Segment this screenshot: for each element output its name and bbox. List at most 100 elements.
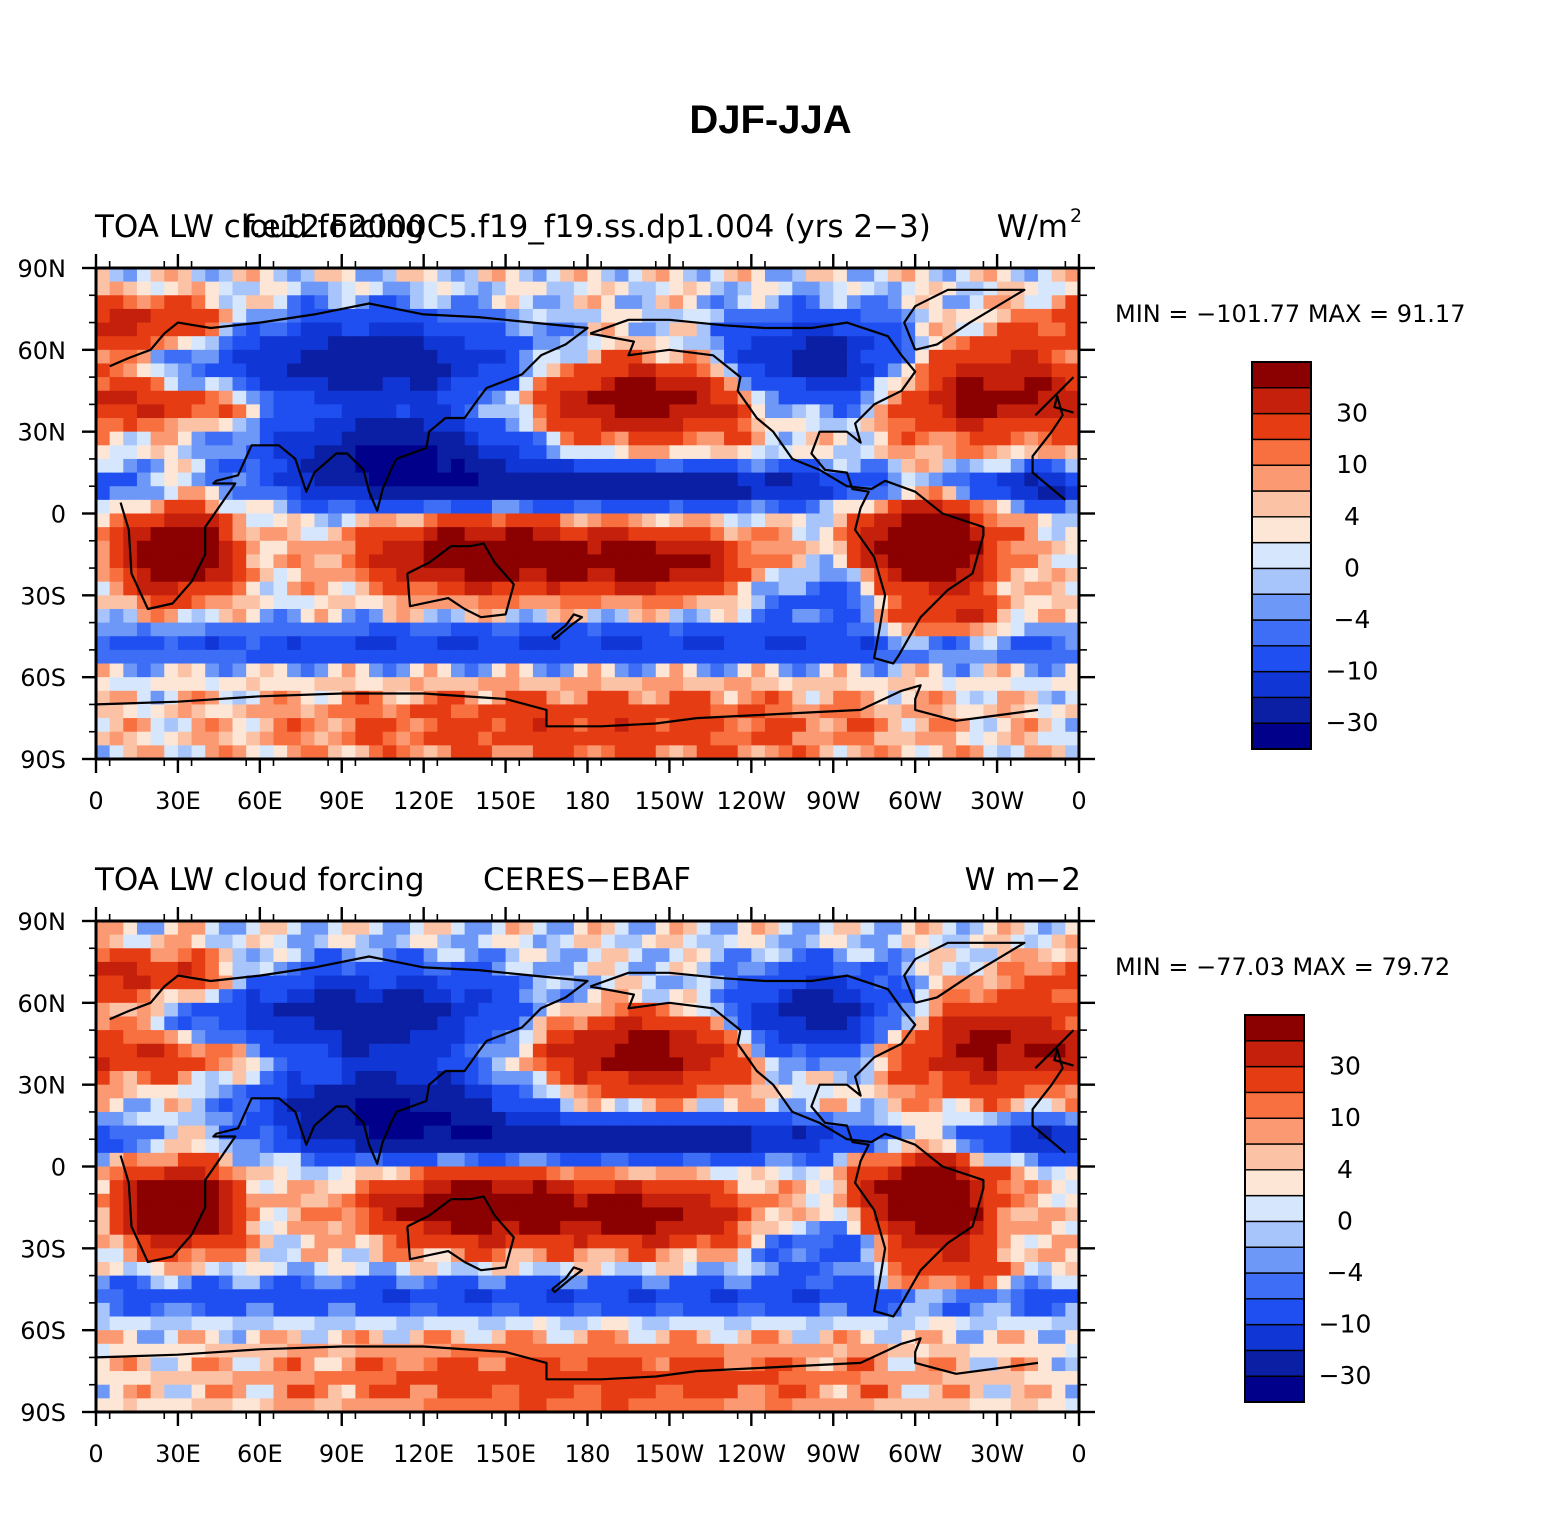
field-cell [928,1166,944,1181]
field-cell [860,731,875,746]
field-cell [915,1234,930,1249]
field-cell [205,1261,220,1277]
field-cell [928,431,944,446]
field-cell [396,718,411,733]
field-cell [218,1302,234,1318]
field-cell [464,1125,479,1140]
field-cell [669,921,684,936]
field-cell [751,336,766,351]
field-cell [751,745,766,760]
field-cell [997,718,1012,733]
field-cell [928,1221,944,1236]
field-cell [396,540,411,556]
field-cell [341,1098,357,1113]
field-cell [1010,1289,1025,1304]
field-cell [1024,1030,1039,1045]
field-cell [218,1275,234,1290]
field-cell [928,554,944,569]
field-cell [123,1289,138,1304]
field-cell [587,336,602,351]
field-cell [1010,308,1025,324]
field-cell [355,1221,370,1236]
field-cell [232,745,247,760]
field-cell [655,527,671,542]
field-cell [478,336,493,351]
field-cell [942,608,957,624]
field-cell [464,581,479,596]
field-cell [273,1016,288,1031]
field-cell [1065,1316,1080,1331]
field-cell [997,608,1012,624]
field-cell [956,690,971,706]
field-cell [833,322,848,337]
field-cell [532,431,548,446]
field-cell [778,1152,793,1168]
field-cell [464,1302,479,1318]
field-cell [177,1166,193,1181]
field-cell [273,934,288,949]
field-cell [478,1316,493,1331]
field-cell [573,1248,589,1263]
field-cell [232,608,247,624]
field-cell [150,268,165,283]
field-cell [491,349,507,365]
field-cell [683,472,698,487]
field-cell [1051,458,1066,474]
field-cell [737,1166,752,1181]
field-cell [505,1275,520,1290]
field-cell [573,1125,589,1140]
field-cell [860,636,875,651]
field-cell [287,731,302,746]
field-cell [423,295,438,310]
field-cell [437,1234,452,1249]
field-cell [423,431,438,446]
field-cell [614,745,630,760]
field-cell [792,404,807,419]
field-cell [423,377,438,392]
field-cell [560,690,575,706]
field-cell [983,390,998,405]
field-cell [915,418,930,433]
field-cell [805,636,821,651]
field-cell [901,540,916,556]
field-cell [1024,677,1039,692]
field-cell [273,1125,288,1140]
field-cell [355,581,370,596]
field-cell [423,1125,438,1140]
field-cell [1065,595,1080,610]
field-cell [205,663,220,678]
field-cell [450,540,466,556]
field-cell [191,1330,206,1345]
field-cell [259,934,275,949]
field-cell [300,1193,316,1209]
field-cell [505,975,520,990]
field-cell [491,1316,507,1331]
field-cell [1038,663,1053,678]
colorbar-swatch [1251,670,1312,699]
field-cell [874,363,889,378]
field-cell [956,445,971,460]
field-cell [874,486,889,501]
field-cell [942,1193,957,1209]
field-cell [805,472,821,487]
field-cell [1051,649,1066,665]
field-cell [491,704,507,719]
field-cell [587,295,602,310]
field-cell [232,1030,247,1045]
field-cell [382,1071,397,1086]
field-cell [246,1084,261,1099]
field-cell [177,349,193,365]
field-cell [1051,961,1066,977]
field-cell [491,649,507,665]
field-cell [96,1084,111,1099]
y-tick-label: 90N [18,255,67,283]
field-cell [300,1221,316,1236]
field-cell [655,921,671,936]
field-cell [560,540,575,556]
field-cell [860,390,875,405]
field-cell [341,1180,357,1195]
field-cell [96,1071,111,1086]
field-cell [341,322,357,337]
field-cell [314,989,329,1004]
field-cell [205,445,220,460]
